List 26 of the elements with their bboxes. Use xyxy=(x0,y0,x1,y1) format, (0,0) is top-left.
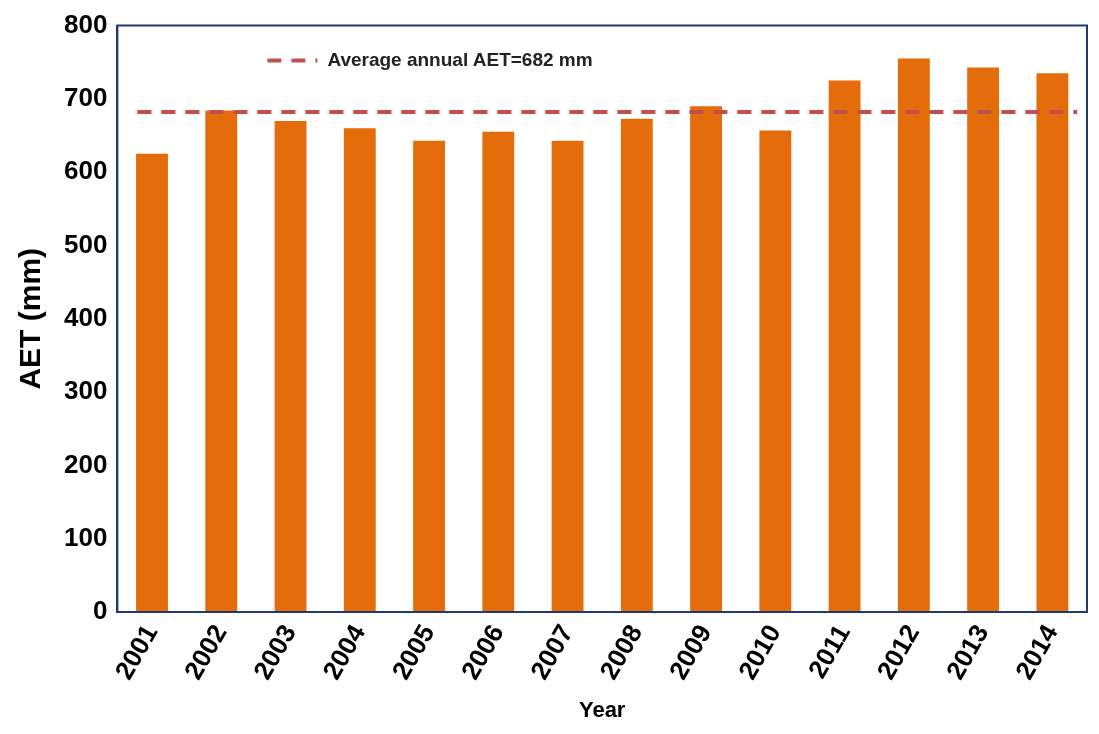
bar xyxy=(136,153,168,612)
bar xyxy=(551,140,584,612)
bar xyxy=(690,106,723,612)
y-tick-label: 100 xyxy=(63,521,108,552)
legend-label: Average annual AET=682 mm xyxy=(327,48,593,70)
y-axis-title: AET (mm) xyxy=(13,247,47,390)
bar xyxy=(482,131,515,612)
bar xyxy=(967,67,1000,612)
bar xyxy=(1036,73,1069,612)
bar xyxy=(413,140,445,612)
bar xyxy=(828,80,861,612)
bar xyxy=(759,130,792,612)
y-tick-label: 300 xyxy=(63,375,108,406)
bar xyxy=(274,120,307,612)
y-tick-label: 500 xyxy=(63,228,108,259)
y-tick-label: 800 xyxy=(63,8,108,39)
bar xyxy=(205,110,238,612)
y-tick-label: 200 xyxy=(63,448,108,479)
y-tick-label: 400 xyxy=(63,301,108,332)
y-tick-label: 0 xyxy=(92,595,108,626)
y-tick-label: 700 xyxy=(63,82,108,113)
x-axis-title: Year xyxy=(578,696,626,722)
bar xyxy=(620,118,653,612)
bar xyxy=(343,128,376,612)
y-tick-label: 600 xyxy=(63,155,108,186)
bar xyxy=(897,58,930,612)
